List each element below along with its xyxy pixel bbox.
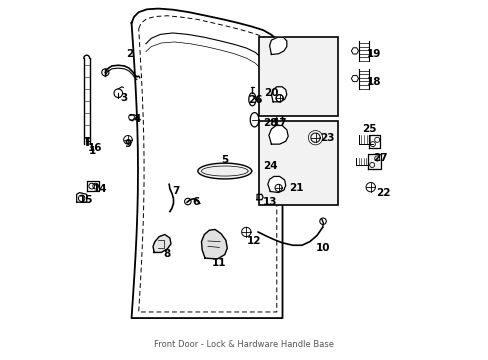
Text: 27: 27 (372, 153, 386, 163)
Text: 9: 9 (124, 139, 131, 149)
Text: 24: 24 (263, 161, 277, 171)
Text: 5: 5 (221, 155, 228, 165)
Polygon shape (351, 75, 358, 82)
Text: 17: 17 (272, 118, 286, 128)
Text: 14: 14 (93, 184, 107, 194)
Text: 28: 28 (263, 118, 277, 128)
Bar (258, 37, 337, 116)
Polygon shape (351, 48, 358, 54)
Text: Front Door - Lock & Hardware Handle Base: Front Door - Lock & Hardware Handle Base (154, 340, 334, 349)
Polygon shape (269, 37, 286, 54)
Text: 21: 21 (289, 183, 303, 193)
Text: 22: 22 (376, 188, 390, 198)
Text: 11: 11 (211, 258, 225, 268)
Text: 25: 25 (361, 124, 376, 134)
Polygon shape (271, 87, 286, 102)
Text: 3: 3 (121, 93, 128, 103)
Bar (258, 121, 337, 205)
Text: 4: 4 (133, 114, 141, 124)
Polygon shape (201, 229, 227, 259)
Text: 7: 7 (172, 186, 179, 196)
Text: 8: 8 (163, 248, 171, 258)
Polygon shape (367, 154, 380, 169)
Polygon shape (268, 126, 287, 144)
Polygon shape (153, 234, 171, 252)
Text: 19: 19 (366, 49, 381, 59)
Circle shape (276, 95, 283, 102)
Text: 10: 10 (316, 243, 330, 253)
Text: 1: 1 (88, 146, 96, 156)
Text: 23: 23 (319, 133, 333, 143)
Text: 6: 6 (192, 197, 199, 207)
Polygon shape (198, 163, 251, 179)
Text: 20: 20 (264, 88, 278, 98)
Text: 18: 18 (366, 77, 381, 87)
Text: 12: 12 (247, 236, 261, 246)
Text: 13: 13 (263, 197, 277, 207)
Text: 15: 15 (79, 195, 93, 205)
Text: 2: 2 (126, 49, 133, 59)
Polygon shape (267, 176, 285, 193)
Text: 26: 26 (247, 95, 262, 105)
Text: 16: 16 (87, 143, 102, 153)
